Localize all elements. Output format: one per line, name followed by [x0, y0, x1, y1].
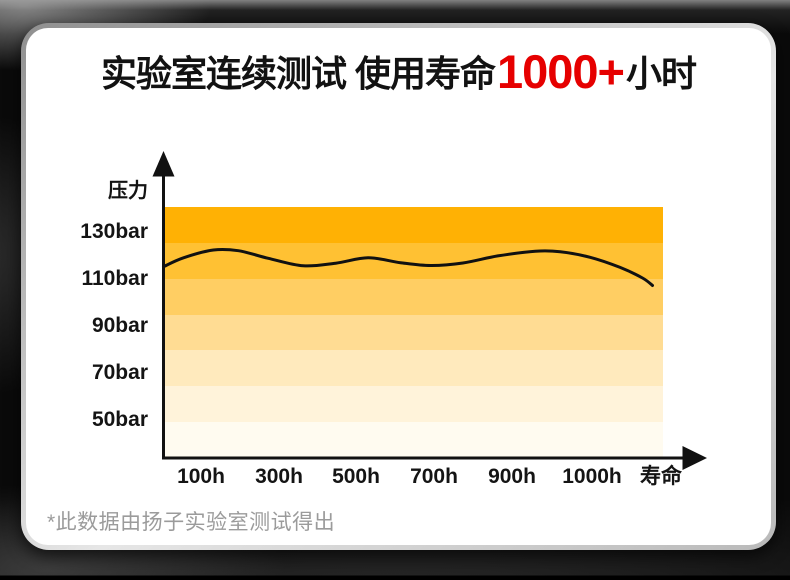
pressure-line-series — [162, 247, 654, 287]
y-tick-130bar: 130bar — [80, 220, 148, 243]
title-prefix: 实验室连续测试 使用寿命 — [100, 53, 496, 94]
x-axis-arrow-icon — [682, 446, 707, 470]
pressure-band — [165, 386, 663, 423]
page-title: 实验室连续测试 使用寿命 1000+ 小时 — [26, 42, 771, 100]
pressure-gradient-bands — [165, 207, 663, 459]
footnote: *此数据由扬子实验室测试得出 — [47, 511, 336, 534]
y-tick-110bar: 110bar — [81, 267, 148, 290]
y-axis-arrow-icon — [152, 151, 175, 177]
y-axis-title: 压力 — [108, 180, 148, 202]
y-tick-50bar: 50bar — [91, 408, 148, 431]
pressure-band — [165, 242, 663, 279]
x-tick-300h: 300h — [255, 465, 303, 488]
pressure-band — [165, 207, 663, 243]
pressure-band — [165, 350, 663, 387]
title-highlight: 1000+ — [496, 44, 625, 98]
x-tick-500h: 500h — [332, 465, 380, 488]
title-suffix: 小时 — [626, 53, 697, 94]
x-axis-end-label: 寿命 — [640, 465, 682, 488]
x-tick-1000h: 1000h — [562, 465, 622, 488]
y-tick-70bar: 70bar — [91, 361, 148, 384]
x-tick-100h: 100h — [177, 465, 225, 488]
x-tick-700h: 700h — [410, 465, 458, 488]
pressure-band — [165, 314, 663, 351]
y-tick-90bar: 90bar — [91, 314, 148, 337]
x-tick-900h: 900h — [488, 465, 536, 488]
pressure-band — [165, 278, 663, 315]
pressure-band — [165, 422, 663, 459]
